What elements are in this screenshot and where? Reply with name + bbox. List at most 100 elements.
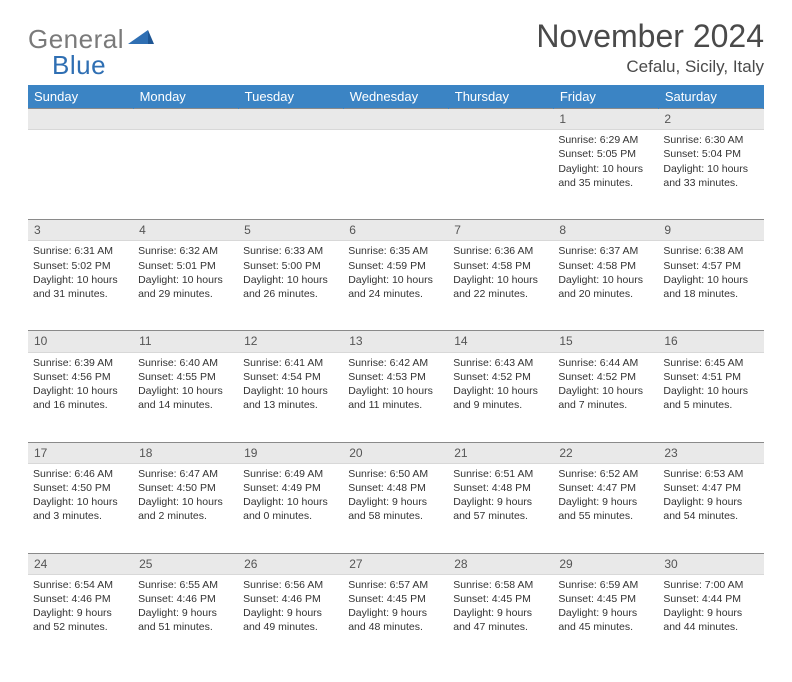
- day-cell-body: Sunrise: 6:35 AMSunset: 4:59 PMDaylight:…: [343, 241, 448, 305]
- day-number: 24: [28, 553, 133, 574]
- day-number: 9: [658, 220, 763, 241]
- day-number: 29: [553, 553, 658, 574]
- day-cell-body: Sunrise: 6:55 AMSunset: 4:46 PMDaylight:…: [133, 575, 238, 639]
- day-number: 20: [343, 442, 448, 463]
- header: General Blue November 2024 Cefalu, Sicil…: [28, 18, 764, 77]
- day-cell-body: Sunrise: 6:50 AMSunset: 4:48 PMDaylight:…: [343, 464, 448, 528]
- day-cell-body: Sunrise: 6:52 AMSunset: 4:47 PMDaylight:…: [553, 464, 658, 528]
- empty-cell: [238, 130, 343, 219]
- day-cell: Sunrise: 6:37 AMSunset: 4:58 PMDaylight:…: [553, 241, 658, 331]
- day-cell-body: Sunrise: 6:44 AMSunset: 4:52 PMDaylight:…: [553, 353, 658, 417]
- page-title: November 2024: [536, 18, 764, 55]
- weekday-header: Saturday: [658, 85, 763, 109]
- day-cell-body: Sunrise: 6:53 AMSunset: 4:47 PMDaylight:…: [658, 464, 763, 528]
- day-cell: [133, 130, 238, 220]
- day-cell-body: Sunrise: 6:33 AMSunset: 5:00 PMDaylight:…: [238, 241, 343, 305]
- day-cell-body: Sunrise: 6:40 AMSunset: 4:55 PMDaylight:…: [133, 353, 238, 417]
- day-cell: Sunrise: 6:54 AMSunset: 4:46 PMDaylight:…: [28, 574, 133, 664]
- day-number: 15: [553, 331, 658, 352]
- day-number-row: 10111213141516: [28, 331, 764, 352]
- day-cell: Sunrise: 6:45 AMSunset: 4:51 PMDaylight:…: [658, 352, 763, 442]
- day-cell-body: Sunrise: 6:46 AMSunset: 4:50 PMDaylight:…: [28, 464, 133, 528]
- day-cell: Sunrise: 6:46 AMSunset: 4:50 PMDaylight:…: [28, 463, 133, 553]
- empty-cell: [133, 130, 238, 219]
- day-cell: Sunrise: 6:41 AMSunset: 4:54 PMDaylight:…: [238, 352, 343, 442]
- weekday-header: Sunday: [28, 85, 133, 109]
- week-row: Sunrise: 6:39 AMSunset: 4:56 PMDaylight:…: [28, 352, 764, 442]
- day-cell-body: Sunrise: 6:56 AMSunset: 4:46 PMDaylight:…: [238, 575, 343, 639]
- calendar-table: SundayMondayTuesdayWednesdayThursdayFrid…: [28, 85, 764, 664]
- day-number: 19: [238, 442, 343, 463]
- day-number-row: 12: [28, 109, 764, 130]
- day-number: 8: [553, 220, 658, 241]
- day-number: [238, 109, 343, 130]
- day-cell-body: Sunrise: 6:59 AMSunset: 4:45 PMDaylight:…: [553, 575, 658, 639]
- day-number: [343, 109, 448, 130]
- day-cell-body: Sunrise: 7:00 AMSunset: 4:44 PMDaylight:…: [658, 575, 763, 639]
- day-cell: Sunrise: 6:39 AMSunset: 4:56 PMDaylight:…: [28, 352, 133, 442]
- day-number: 12: [238, 331, 343, 352]
- logo-word2: Blue: [52, 50, 106, 80]
- weekday-header: Wednesday: [343, 85, 448, 109]
- week-row: Sunrise: 6:54 AMSunset: 4:46 PMDaylight:…: [28, 574, 764, 664]
- day-number: 18: [133, 442, 238, 463]
- day-cell: [28, 130, 133, 220]
- day-cell: [343, 130, 448, 220]
- day-number: 7: [448, 220, 553, 241]
- day-number: 27: [343, 553, 448, 574]
- week-row: Sunrise: 6:31 AMSunset: 5:02 PMDaylight:…: [28, 241, 764, 331]
- day-cell-body: Sunrise: 6:58 AMSunset: 4:45 PMDaylight:…: [448, 575, 553, 639]
- day-cell: Sunrise: 6:50 AMSunset: 4:48 PMDaylight:…: [343, 463, 448, 553]
- day-cell: Sunrise: 6:40 AMSunset: 4:55 PMDaylight:…: [133, 352, 238, 442]
- day-number: 17: [28, 442, 133, 463]
- day-number: [448, 109, 553, 130]
- day-cell: Sunrise: 6:49 AMSunset: 4:49 PMDaylight:…: [238, 463, 343, 553]
- day-cell: Sunrise: 6:43 AMSunset: 4:52 PMDaylight:…: [448, 352, 553, 442]
- day-number: 30: [658, 553, 763, 574]
- week-row: Sunrise: 6:29 AMSunset: 5:05 PMDaylight:…: [28, 130, 764, 220]
- day-cell: Sunrise: 6:59 AMSunset: 4:45 PMDaylight:…: [553, 574, 658, 664]
- day-cell: Sunrise: 6:35 AMSunset: 4:59 PMDaylight:…: [343, 241, 448, 331]
- logo-mark-icon: [128, 26, 154, 53]
- title-block: November 2024 Cefalu, Sicily, Italy: [536, 18, 764, 77]
- empty-cell: [343, 130, 448, 219]
- day-cell: Sunrise: 6:33 AMSunset: 5:00 PMDaylight:…: [238, 241, 343, 331]
- day-cell-body: Sunrise: 6:57 AMSunset: 4:45 PMDaylight:…: [343, 575, 448, 639]
- weekday-header: Friday: [553, 85, 658, 109]
- day-cell: Sunrise: 7:00 AMSunset: 4:44 PMDaylight:…: [658, 574, 763, 664]
- weekday-header: Tuesday: [238, 85, 343, 109]
- day-number: 13: [343, 331, 448, 352]
- day-cell: Sunrise: 6:31 AMSunset: 5:02 PMDaylight:…: [28, 241, 133, 331]
- day-cell: Sunrise: 6:51 AMSunset: 4:48 PMDaylight:…: [448, 463, 553, 553]
- day-number: 2: [658, 109, 763, 130]
- day-cell-body: Sunrise: 6:38 AMSunset: 4:57 PMDaylight:…: [658, 241, 763, 305]
- logo: General Blue: [28, 18, 154, 55]
- day-cell: Sunrise: 6:44 AMSunset: 4:52 PMDaylight:…: [553, 352, 658, 442]
- day-cell-body: Sunrise: 6:32 AMSunset: 5:01 PMDaylight:…: [133, 241, 238, 305]
- day-cell: Sunrise: 6:32 AMSunset: 5:01 PMDaylight:…: [133, 241, 238, 331]
- day-cell: Sunrise: 6:53 AMSunset: 4:47 PMDaylight:…: [658, 463, 763, 553]
- day-cell-body: Sunrise: 6:43 AMSunset: 4:52 PMDaylight:…: [448, 353, 553, 417]
- day-cell-body: Sunrise: 6:31 AMSunset: 5:02 PMDaylight:…: [28, 241, 133, 305]
- weekday-header: Monday: [133, 85, 238, 109]
- day-number: 21: [448, 442, 553, 463]
- day-cell: Sunrise: 6:57 AMSunset: 4:45 PMDaylight:…: [343, 574, 448, 664]
- day-cell: Sunrise: 6:47 AMSunset: 4:50 PMDaylight:…: [133, 463, 238, 553]
- weekday-header: Thursday: [448, 85, 553, 109]
- day-number: 4: [133, 220, 238, 241]
- day-cell-body: Sunrise: 6:36 AMSunset: 4:58 PMDaylight:…: [448, 241, 553, 305]
- day-number: 6: [343, 220, 448, 241]
- day-number: 16: [658, 331, 763, 352]
- day-cell: Sunrise: 6:42 AMSunset: 4:53 PMDaylight:…: [343, 352, 448, 442]
- day-number: 25: [133, 553, 238, 574]
- day-number: 10: [28, 331, 133, 352]
- day-cell-body: Sunrise: 6:51 AMSunset: 4:48 PMDaylight:…: [448, 464, 553, 528]
- day-cell: Sunrise: 6:38 AMSunset: 4:57 PMDaylight:…: [658, 241, 763, 331]
- day-cell: Sunrise: 6:58 AMSunset: 4:45 PMDaylight:…: [448, 574, 553, 664]
- day-cell-body: Sunrise: 6:42 AMSunset: 4:53 PMDaylight:…: [343, 353, 448, 417]
- day-number: 1: [553, 109, 658, 130]
- weekday-header-row: SundayMondayTuesdayWednesdayThursdayFrid…: [28, 85, 764, 109]
- day-number: 26: [238, 553, 343, 574]
- day-cell-body: Sunrise: 6:39 AMSunset: 4:56 PMDaylight:…: [28, 353, 133, 417]
- day-number-row: 3456789: [28, 220, 764, 241]
